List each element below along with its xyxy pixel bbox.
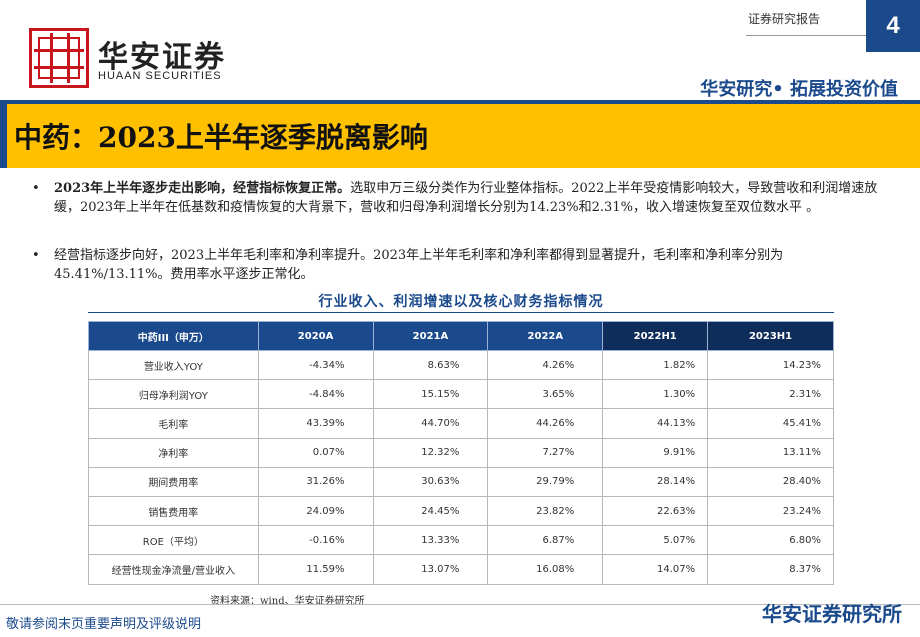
- financial-indicators-table: 中药III（申万） 2020A 2021A 2022A 2022H1 2023H…: [88, 321, 834, 585]
- table-cell: 15.15%: [372, 379, 489, 410]
- table-cell: 22.63%: [602, 495, 709, 527]
- table-cell: 13.33%: [372, 525, 489, 556]
- table-cell: -4.84%: [257, 379, 374, 410]
- bullet-dot-icon: •: [32, 248, 40, 263]
- table-cell: 44.13%: [602, 408, 709, 439]
- table-cell: 0.07%: [257, 437, 374, 468]
- row-label: 净利率: [88, 437, 259, 468]
- table-header-cell: 中药III（申万）: [88, 321, 259, 351]
- table-cell: 28.40%: [707, 466, 834, 497]
- table-row: ROE（平均） -0.16% 13.33% 6.87% 5.07% 6.80%: [88, 525, 834, 556]
- table-header-cell: 2023H1: [707, 321, 834, 351]
- report-type-label: 证券研究报告: [748, 12, 821, 26]
- table-cell: 1.82%: [602, 349, 709, 381]
- table-row: 归母净利润YOY -4.84% 15.15% 3.65% 1.30% 2.31%: [88, 379, 834, 410]
- table-header-cell: 2022H1: [602, 321, 709, 351]
- table-cell: 5.07%: [602, 525, 709, 556]
- row-label: 毛利率: [88, 408, 259, 439]
- table-row: 经营性现金净流量/营业收入 11.59% 13.07% 16.08% 14.07…: [88, 554, 834, 585]
- table-cell: 7.27%: [487, 437, 604, 468]
- caption-rule: [88, 312, 834, 313]
- table-cell: 31.26%: [257, 466, 374, 497]
- footer-rule: [0, 604, 920, 605]
- table-header-cell: 2022A: [487, 321, 604, 351]
- table-cell: 9.91%: [602, 437, 709, 468]
- table-cell: 4.26%: [487, 349, 604, 381]
- table-cell: 45.41%: [707, 408, 834, 439]
- table-row: 期间费用率 31.26% 30.63% 29.79% 28.14% 28.40%: [88, 466, 834, 497]
- page-title: 中药：2023上半年逐季脱离影响: [14, 121, 428, 154]
- table-cell: 44.70%: [372, 408, 489, 439]
- table-cell: 8.63%: [372, 349, 489, 381]
- table-cell: 13.11%: [707, 437, 834, 468]
- row-label: 归母净利润YOY: [88, 379, 259, 410]
- row-label: ROE（平均）: [88, 525, 259, 556]
- title-bar: 中药：2023上半年逐季脱离影响: [0, 104, 920, 168]
- bullet-lead: 2023年上半年逐步走出影响，经营指标恢复正常。: [54, 181, 351, 196]
- page-number: 4: [866, 0, 920, 52]
- bullet-body: 选取申万三级分类作为行业整体指标。2022上半年受疫情影响较大，导致营收和利润增…: [54, 181, 878, 215]
- table-cell: 44.26%: [487, 408, 604, 439]
- table-caption: 行业收入、利润增速以及核心财务指标情况: [318, 294, 604, 310]
- row-label: 期间费用率: [88, 466, 259, 497]
- bullet-paragraph-1: 2023年上半年逐步走出影响，经营指标恢复正常。选取申万三级分类作为行业整体指标…: [54, 179, 899, 217]
- company-logo-icon: [29, 28, 89, 88]
- table-header-row: 中药III（申万） 2020A 2021A 2022A 2022H1 2023H…: [88, 321, 834, 351]
- table-cell: 43.39%: [257, 408, 374, 439]
- table-cell: 30.63%: [372, 466, 489, 497]
- table-cell: 24.09%: [257, 495, 374, 527]
- bullet-dot-icon: •: [32, 181, 40, 196]
- table-cell: 24.45%: [372, 495, 489, 527]
- footer-brand: 华安证券研究所: [762, 602, 902, 626]
- table-cell: 3.65%: [487, 379, 604, 410]
- table-cell: 1.30%: [602, 379, 709, 410]
- table-source: 资料来源：wind、华安证券研究所: [210, 596, 365, 607]
- table-cell: 23.24%: [707, 495, 834, 527]
- row-label: 营业收入YOY: [88, 349, 259, 381]
- header-rule: [0, 100, 920, 104]
- table-row: 毛利率 43.39% 44.70% 44.26% 44.13% 45.41%: [88, 408, 834, 439]
- table-cell: 13.07%: [372, 554, 489, 585]
- table-cell: 29.79%: [487, 466, 604, 497]
- disclaimer-link[interactable]: 敬请参阅末页重要声明及评级说明: [6, 617, 202, 632]
- table-header-cell: 2021A: [372, 321, 489, 351]
- row-label: 经营性现金净流量/营业收入: [88, 554, 259, 585]
- row-label: 销售费用率: [88, 495, 259, 527]
- bullet-body: 经营指标逐步向好，2023上半年毛利率和净利率提升。2023年上半年毛利率和净利…: [54, 248, 784, 282]
- bullet-paragraph-2: 经营指标逐步向好，2023上半年毛利率和净利率提升。2023年上半年毛利率和净利…: [54, 246, 899, 284]
- table-cell: 6.80%: [707, 525, 834, 556]
- table-cell: -0.16%: [257, 525, 374, 556]
- table-cell: -4.34%: [257, 349, 374, 381]
- table-cell: 16.08%: [487, 554, 604, 585]
- table-cell: 14.23%: [707, 349, 834, 381]
- table-cell: 8.37%: [707, 554, 834, 585]
- table-header-cell: 2020A: [257, 321, 374, 351]
- table-cell: 2.31%: [707, 379, 834, 410]
- table-row: 营业收入YOY -4.34% 8.63% 4.26% 1.82% 14.23%: [88, 349, 834, 381]
- table-row: 销售费用率 24.09% 24.45% 23.82% 22.63% 23.24%: [88, 495, 834, 527]
- table-cell: 6.87%: [487, 525, 604, 556]
- table-cell: 14.07%: [602, 554, 709, 585]
- table-cell: 28.14%: [602, 466, 709, 497]
- slogan: 华安研究• 拓展投资价值: [700, 79, 898, 100]
- title-accent-mark: [0, 104, 7, 168]
- table-cell: 11.59%: [257, 554, 374, 585]
- header-divider: [746, 35, 866, 36]
- table-cell: 23.82%: [487, 495, 604, 527]
- logo-name: 华安证券: [98, 40, 226, 75]
- table-cell: 12.32%: [372, 437, 489, 468]
- table-row: 净利率 0.07% 12.32% 7.27% 9.91% 13.11%: [88, 437, 834, 468]
- logo-english-name: HUAAN SECURITIES: [98, 70, 222, 82]
